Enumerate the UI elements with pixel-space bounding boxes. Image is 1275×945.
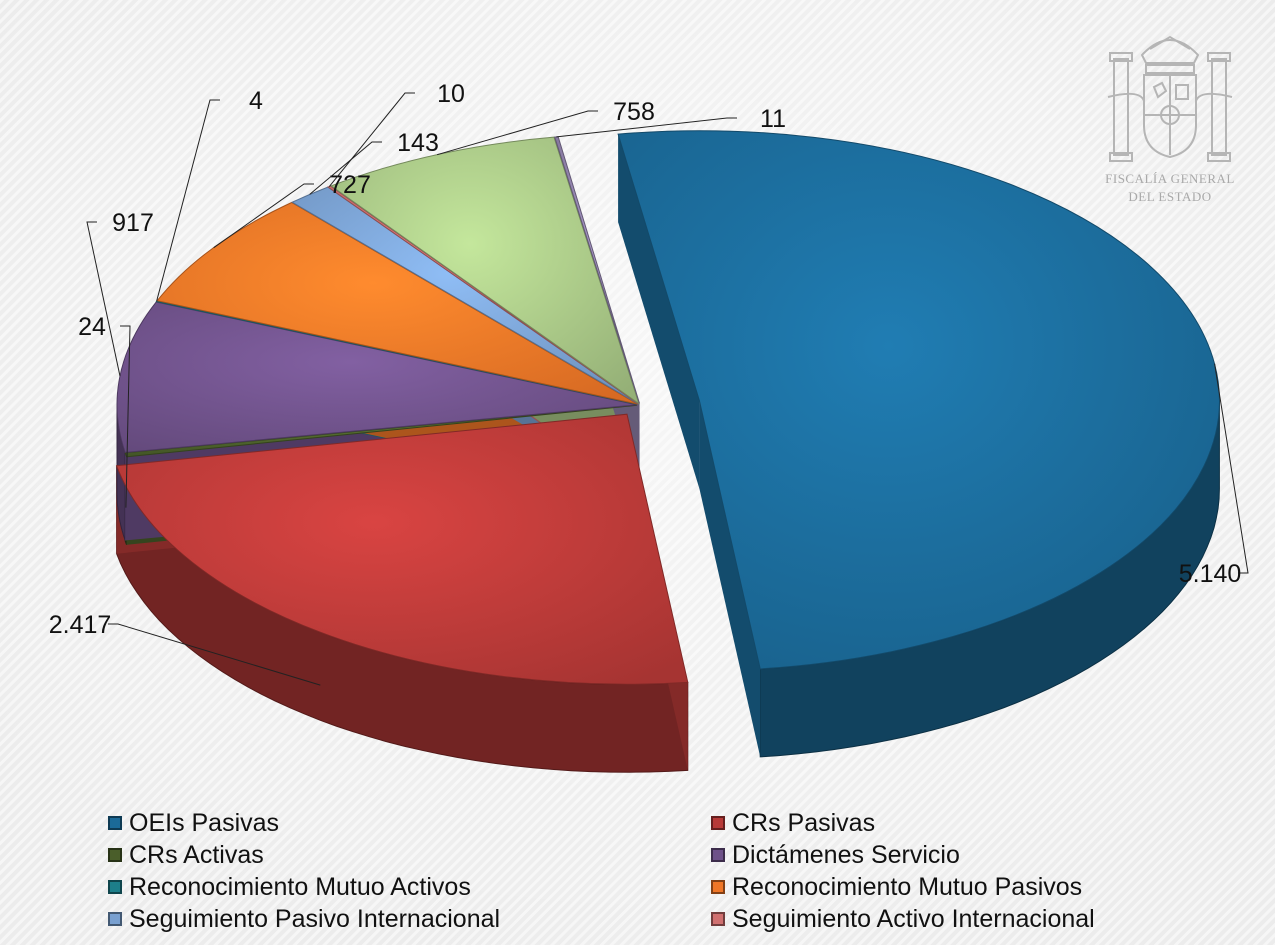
legend-item-oeis-pasivas: OEIs Pasivas (108, 808, 711, 838)
legend-item-dictamenes-servicio: Dictámenes Servicio (711, 840, 1171, 870)
legend-swatch-icon (108, 912, 122, 926)
leader-line-seguimiento-pasivo-internacional (309, 141, 382, 195)
chart-legend: OEIs Pasivas CRs Pasivas CRs Activas Dic… (108, 808, 1171, 934)
watermark-line1: FISCALÍA GENERAL (1105, 171, 1235, 186)
legend-item-seguimiento-activo-internacional: Seguimiento Activo Internacional (711, 904, 1171, 934)
legend-item-reconocimiento-mutuo-pasivos: Reconocimiento Mutuo Pasivos (711, 872, 1171, 902)
leader-line-reconocimiento-mutuo-activos (156, 99, 220, 302)
legend-item-seguimiento-pasivo-internacional: Seguimiento Pasivo Internacional (108, 904, 711, 934)
leader-line-crs-pasivas (108, 623, 321, 686)
leader-line-slice-8 (436, 110, 598, 156)
legend-swatch-icon (108, 816, 122, 830)
data-label-slice-9: 11 (760, 105, 786, 133)
legend-swatch-icon (711, 848, 725, 862)
coat-of-arms-icon (1107, 35, 1233, 162)
slice-slice-8 (330, 136, 640, 405)
legend-label: Seguimiento Activo Internacional (732, 904, 1095, 933)
legend-swatch-icon (711, 912, 725, 926)
data-label-crs-activas: 24 (78, 313, 106, 341)
data-label-seguimiento-activo-internacional: 10 (437, 80, 465, 108)
data-label-crs-pasivas: 2.417 (49, 611, 112, 639)
legend-item-crs-pasivas: CRs Pasivas (711, 808, 1171, 838)
legend-label: CRs Activas (129, 840, 264, 869)
data-label-slice-8: 758 (613, 98, 655, 126)
legend-item-reconocimiento-mutuo-activos: Reconocimiento Mutuo Activos (108, 872, 711, 902)
data-label-seguimiento-pasivo-internacional: 143 (397, 129, 439, 157)
legend-swatch-icon (711, 880, 725, 894)
legend-swatch-icon (711, 816, 725, 830)
legend-label: OEIs Pasivas (129, 808, 280, 837)
legend-label: Seguimiento Pasivo Internacional (129, 904, 501, 933)
legend-label: CRs Pasivas (732, 808, 876, 837)
watermark-emblem: FISCALÍA GENERAL DEL ESTADO (1100, 25, 1240, 206)
leader-line-reconocimiento-mutuo-pasivos (213, 183, 314, 249)
legend-label: Reconocimiento Mutuo Pasivos (732, 872, 1083, 901)
legend-label: Reconocimiento Mutuo Activos (129, 872, 471, 901)
watermark-line2: DEL ESTADO (1128, 189, 1212, 204)
leader-line-seguimiento-activo-internacional (328, 92, 415, 187)
leader-line-dictamenes-servicio (86, 221, 121, 377)
data-label-dictamenes-servicio: 917 (112, 209, 154, 237)
leader-line-oeis-pasivas (1214, 363, 1249, 574)
legend-label: Dictámenes Servicio (732, 840, 960, 869)
legend-swatch-icon (108, 848, 122, 862)
data-label-oeis-pasivas: 5.140 (1179, 560, 1242, 588)
data-label-reconocimiento-mutuo-activos: 4 (249, 87, 263, 115)
data-label-reconocimiento-mutuo-pasivos: 727 (329, 171, 371, 199)
leader-line-slice-9 (556, 117, 737, 138)
legend-item-crs-activas: CRs Activas (108, 840, 711, 870)
legend-swatch-icon (108, 880, 122, 894)
slice-crs-pasivas (115, 413, 689, 685)
leader-line-crs-activas (120, 325, 131, 508)
